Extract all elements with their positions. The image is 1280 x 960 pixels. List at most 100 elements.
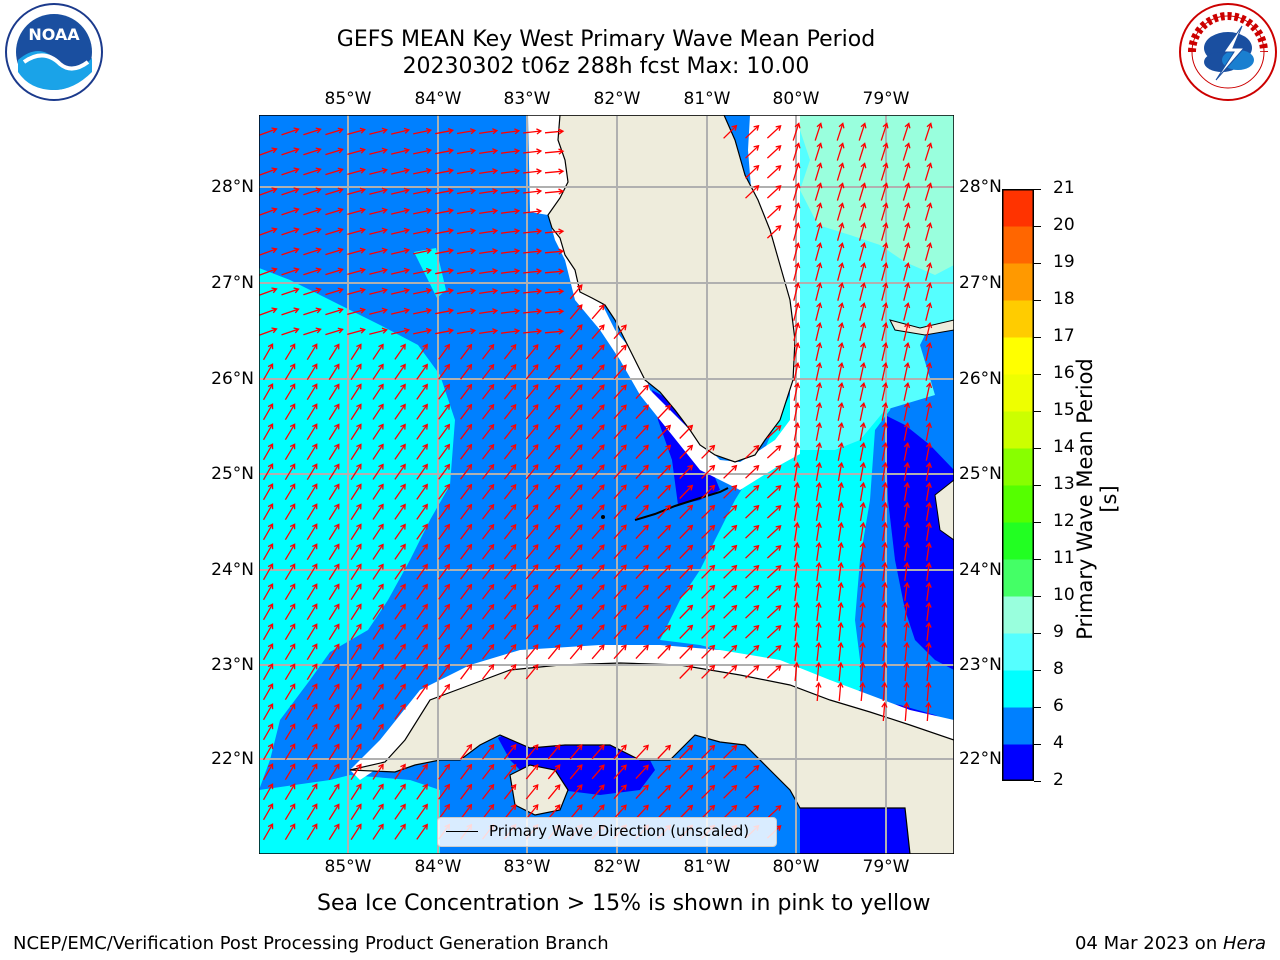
- wave-arrow: [503, 444, 517, 460]
- wave-arrow-head: [794, 262, 801, 269]
- wave-arrow: [766, 165, 782, 179]
- wave-arrow: [547, 364, 561, 380]
- colorbar-segment: [1002, 744, 1034, 781]
- wave-arrow: [372, 364, 384, 380]
- wave-arrow: [262, 343, 274, 361]
- wave-arrow-head: [381, 127, 388, 134]
- wave-arrow-head: [838, 122, 845, 129]
- wave-arrow-head: [753, 784, 760, 791]
- wave-arrow: [328, 504, 340, 520]
- wave-arrow-head: [381, 307, 388, 314]
- wave-arrow-head: [643, 544, 649, 551]
- wave-arrow-head: [381, 167, 388, 174]
- wave-arrow: [701, 805, 715, 819]
- wave-arrow: [281, 188, 299, 196]
- wave-arrow-head: [378, 543, 384, 550]
- wave-arrow: [591, 424, 605, 440]
- wave-arrow: [503, 384, 517, 400]
- wave-arrow-head: [621, 384, 627, 391]
- wave-arrow: [259, 288, 277, 296]
- wave-arrow-head: [621, 744, 627, 751]
- wave-arrow-head: [447, 227, 455, 235]
- wave-arrow-head: [293, 247, 300, 254]
- wave-arrow-head: [400, 543, 406, 550]
- wave-arrow: [347, 228, 365, 236]
- wave-arrow: [306, 703, 318, 721]
- wave-arrow: [701, 765, 715, 779]
- wave-arrow-head: [425, 167, 433, 174]
- wave-arrow-head: [488, 663, 495, 670]
- wave-arrow-head: [554, 344, 561, 351]
- wave-arrow-head: [816, 381, 823, 389]
- wave-arrow: [501, 330, 519, 334]
- wave-arrow: [284, 803, 296, 821]
- wave-arrow: [503, 504, 517, 520]
- wave-arrow-head: [447, 327, 455, 335]
- wave-arrow: [547, 744, 561, 760]
- wave-arrow: [328, 424, 340, 440]
- wave-arrow: [325, 208, 343, 216]
- wave-arrow-head: [334, 503, 340, 510]
- wave-arrow: [523, 310, 541, 314]
- wave-arrow: [859, 403, 865, 421]
- wave-arrow: [881, 502, 887, 522]
- wave-arrow: [924, 183, 932, 201]
- wave-arrow-head: [554, 584, 561, 591]
- wave-arrow-head: [860, 222, 867, 229]
- wave-arrow-head: [378, 483, 384, 490]
- wave-arrow: [284, 403, 296, 421]
- wave-arrow: [926, 623, 930, 641]
- wave-arrow: [723, 545, 737, 559]
- wave-arrow-head: [794, 381, 801, 389]
- wave-arrow-head: [422, 663, 428, 670]
- wave-arrow: [591, 624, 605, 640]
- wave-arrow-head: [881, 561, 888, 568]
- wave-arrow: [925, 502, 931, 522]
- wave-arrow: [284, 583, 296, 601]
- wave-arrow-head: [859, 561, 866, 568]
- wave-arrow: [435, 269, 453, 275]
- wave-arrow: [858, 203, 866, 221]
- wave-arrow: [284, 523, 296, 541]
- wave-arrow: [838, 543, 842, 561]
- wave-arrow-head: [882, 262, 889, 269]
- wave-arrow: [478, 289, 498, 295]
- wave-arrow-head: [337, 147, 344, 154]
- wave-arrow-head: [510, 363, 517, 370]
- wave-arrow: [902, 183, 910, 201]
- wave-arrow: [925, 363, 931, 381]
- wave-arrow: [902, 143, 910, 161]
- wave-arrow-head: [794, 302, 801, 309]
- wave-arrow-head: [794, 242, 801, 249]
- wave-arrow: [882, 682, 886, 702]
- wave-arrow-head: [289, 483, 296, 490]
- wave-arrow-head: [400, 503, 406, 510]
- wave-arrow-head: [492, 328, 499, 335]
- wave-arrow-head: [356, 443, 362, 450]
- wave-arrow-head: [532, 524, 539, 531]
- wave-arrow: [859, 363, 865, 381]
- wave-arrow: [284, 663, 296, 681]
- wave-arrow-head: [315, 167, 322, 174]
- wave-arrow: [635, 764, 649, 780]
- wave-arrow-head: [271, 147, 278, 154]
- wave-arrow: [837, 482, 843, 502]
- wave-arrow-head: [466, 763, 473, 770]
- wave-arrow: [816, 543, 820, 561]
- wave-arrow: [569, 344, 583, 360]
- wave-arrow-head: [267, 583, 274, 590]
- colorbar: [1002, 189, 1034, 781]
- wave-arrow-head: [469, 148, 477, 155]
- wave-arrow: [281, 148, 299, 156]
- wave-arrow-head: [289, 703, 296, 710]
- wave-arrow: [881, 323, 887, 341]
- wave-arrow: [613, 584, 627, 600]
- wave-arrow: [858, 243, 866, 261]
- wave-arrow: [438, 404, 450, 420]
- wave-arrow: [372, 684, 384, 700]
- wave-arrow: [766, 465, 782, 479]
- colorbar-tick-mark: [1034, 706, 1041, 708]
- wave-arrow-head: [400, 343, 406, 350]
- wave-arrow: [925, 423, 931, 441]
- wave-arrow: [262, 823, 274, 841]
